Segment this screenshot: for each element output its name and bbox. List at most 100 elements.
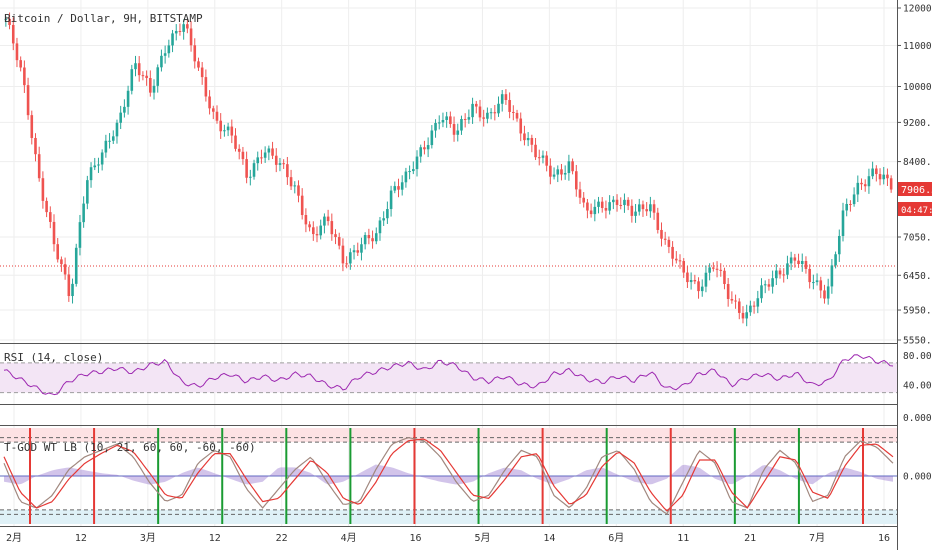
candle-body bbox=[226, 126, 230, 131]
candle-body bbox=[563, 173, 567, 175]
price-pane[interactable] bbox=[0, 0, 897, 343]
candle-body bbox=[608, 202, 611, 211]
candle-body bbox=[552, 174, 556, 177]
candle-body bbox=[30, 115, 34, 138]
candle-body bbox=[15, 43, 19, 61]
candle-body bbox=[704, 272, 708, 287]
candle-body bbox=[815, 280, 819, 283]
candle-body bbox=[356, 250, 360, 253]
candle-body bbox=[452, 124, 456, 135]
candle-body bbox=[137, 63, 141, 76]
candle-body bbox=[60, 259, 63, 265]
price-axis-tick-label: 5550.00 bbox=[903, 336, 932, 347]
candle-body bbox=[130, 69, 134, 91]
wavetrend-title: T-GOD WT LB (10, 21, 60, 60, -60, -60) bbox=[4, 441, 256, 454]
candle-body bbox=[49, 212, 52, 222]
candle-body bbox=[367, 235, 371, 239]
candle-body bbox=[730, 298, 734, 301]
time-axis-tick-label: 14 bbox=[543, 533, 555, 544]
candle-body bbox=[574, 171, 578, 190]
price-axis[interactable]: 12000.00 11000.00 10000.00 9200.00 8400.00 70… bbox=[897, 4, 932, 483]
candle-body bbox=[204, 77, 208, 97]
candle-body bbox=[671, 246, 674, 259]
candle-body bbox=[586, 202, 589, 211]
candle-body bbox=[567, 161, 571, 174]
candle-body bbox=[889, 178, 893, 190]
candle-body bbox=[419, 147, 423, 157]
candle-body bbox=[482, 117, 485, 119]
time-axis[interactable]: 2月 12 3月 12 22 4月 16 5月 14 6月 11 21 7月 16 bbox=[6, 532, 890, 544]
candle-body bbox=[489, 112, 493, 114]
candle-body bbox=[319, 225, 323, 236]
candle-body bbox=[34, 137, 37, 155]
candle-body bbox=[589, 210, 593, 215]
candle-body bbox=[689, 280, 693, 283]
candle-body bbox=[734, 300, 737, 302]
candle-body bbox=[523, 133, 526, 141]
candle-body bbox=[300, 195, 304, 216]
candle-body bbox=[493, 112, 497, 114]
candle-body bbox=[82, 203, 85, 223]
price-axis-tick-label: 12000.00 bbox=[903, 4, 932, 15]
candle-body bbox=[456, 130, 460, 135]
candle-body bbox=[11, 24, 15, 44]
candle-body bbox=[63, 264, 67, 275]
candle-body bbox=[549, 165, 552, 177]
time-axis-tick-label: 7月 bbox=[809, 532, 825, 544]
candle-body bbox=[156, 67, 160, 86]
candle-body bbox=[541, 155, 545, 158]
candle-body bbox=[23, 67, 26, 86]
candle-body bbox=[389, 190, 393, 210]
candle-body bbox=[737, 301, 741, 313]
price-axis-tick-label: 11000.00 bbox=[903, 41, 932, 52]
candle-body bbox=[345, 263, 348, 265]
candle-body bbox=[582, 197, 585, 203]
candle-body bbox=[104, 140, 108, 153]
candle-body bbox=[149, 78, 152, 93]
candle-body bbox=[86, 180, 89, 204]
indicator-bands bbox=[0, 362, 897, 524]
candle-body bbox=[856, 182, 860, 195]
time-axis-tick-label: 12 bbox=[75, 533, 87, 544]
candle-body bbox=[745, 312, 748, 319]
candle-body bbox=[189, 28, 193, 46]
price-axis-tick-label: 6450.00 bbox=[903, 271, 932, 282]
last-price-badge bbox=[898, 182, 932, 196]
time-axis-tick-label: 2月 bbox=[6, 532, 22, 544]
candle-body bbox=[323, 216, 326, 226]
candle-body bbox=[786, 263, 789, 275]
candlestick-series bbox=[4, 12, 893, 327]
time-axis-tick-label: 16 bbox=[410, 533, 422, 544]
candle-body bbox=[615, 199, 619, 205]
candle-body bbox=[197, 61, 200, 68]
candle-body bbox=[423, 147, 426, 150]
candle-body bbox=[237, 148, 241, 152]
candle-body bbox=[397, 186, 400, 190]
candle-body bbox=[789, 257, 793, 264]
candle-body bbox=[797, 260, 800, 265]
wavetrend-line-2 bbox=[3, 438, 894, 512]
candle-body bbox=[134, 63, 137, 70]
candle-body bbox=[286, 164, 289, 178]
candle-body bbox=[360, 244, 363, 253]
candle-body bbox=[426, 145, 430, 150]
candle-body bbox=[763, 284, 767, 286]
candle-body bbox=[537, 157, 541, 159]
candle-body bbox=[775, 270, 778, 279]
candle-body bbox=[430, 130, 434, 146]
candle-body bbox=[163, 53, 167, 56]
candle-body bbox=[782, 274, 786, 276]
candle-body bbox=[686, 272, 689, 283]
candle-body bbox=[556, 169, 560, 175]
candle-body bbox=[804, 260, 808, 269]
candle-body bbox=[849, 203, 852, 205]
candle-body bbox=[571, 161, 574, 172]
candle-body bbox=[652, 204, 656, 213]
candle-body bbox=[37, 154, 41, 179]
candle-body bbox=[337, 237, 341, 246]
candle-body bbox=[749, 305, 752, 313]
candle-body bbox=[715, 268, 719, 270]
candle-body bbox=[682, 261, 686, 273]
